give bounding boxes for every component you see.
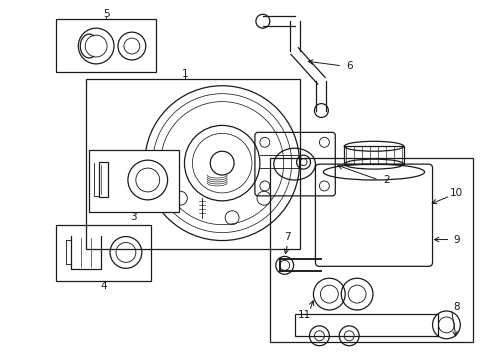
- Bar: [344, 146, 403, 164]
- Text: 5: 5: [102, 9, 109, 19]
- Bar: [56, 225, 150, 281]
- Bar: [294, 314, 438, 336]
- Text: 6: 6: [345, 61, 352, 71]
- Text: 11: 11: [297, 310, 310, 320]
- Text: 10: 10: [449, 188, 462, 198]
- Bar: [56, 19, 155, 72]
- Text: 3: 3: [130, 212, 137, 222]
- Text: 7: 7: [284, 231, 290, 242]
- Text: 9: 9: [452, 234, 459, 244]
- Text: 8: 8: [452, 302, 459, 312]
- Bar: [89, 150, 178, 212]
- Text: 4: 4: [101, 281, 107, 291]
- Bar: [269, 158, 472, 342]
- Text: 2: 2: [383, 175, 389, 185]
- Bar: [86, 79, 299, 249]
- Text: 1: 1: [182, 69, 188, 79]
